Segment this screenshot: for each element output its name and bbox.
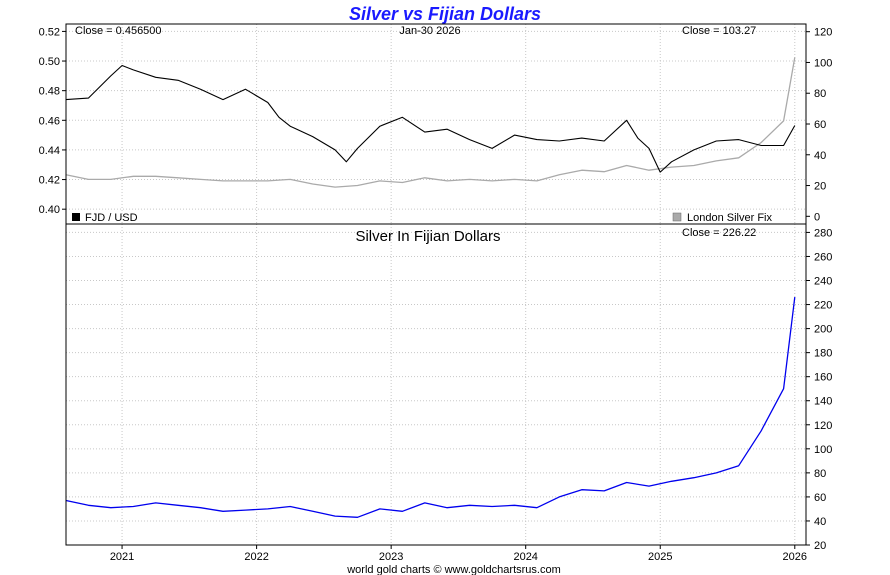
x-tick-label: 2022: [244, 551, 268, 563]
bottom-right-tick-label: 280: [814, 227, 832, 239]
bottom-right-tick-label: 260: [814, 251, 832, 263]
top-left-tick-label: 0.46: [39, 115, 60, 127]
bottom-right-tick-label: 200: [814, 324, 832, 336]
bottom-right-tick-label: 220: [814, 300, 832, 312]
bottom-close: Close = 226.22: [682, 227, 756, 239]
top-right-tick-label: 0: [814, 211, 820, 223]
top-right-tick-label: 80: [814, 88, 826, 100]
bottom-right-tick-label: 40: [814, 516, 826, 528]
x-axis: 2021 2022 2023 2024 2025 2026: [110, 545, 807, 563]
top-right-tick-label: 40: [814, 150, 826, 162]
legend-fjd-label: FJD / USD: [85, 212, 138, 224]
x-tick-label: 2026: [783, 551, 807, 563]
legend-silver-label: London Silver Fix: [687, 212, 772, 224]
top-left-tick-label: 0.50: [39, 56, 60, 68]
top-left-tick-label: 0.48: [39, 86, 60, 98]
top-left-tick-label: 0.42: [39, 175, 60, 187]
top-left-tick-label: 0.44: [39, 145, 60, 157]
chart-title: Silver vs Fijian Dollars: [349, 4, 541, 24]
bottom-panel-frame: [65, 223, 807, 546]
footer-credit: world gold charts © www.goldchartsrus.co…: [346, 564, 561, 575]
bottom-right-tick-label: 100: [814, 444, 832, 456]
bottom-right-tick-label: 120: [814, 420, 832, 432]
bottom-subtitle: Silver In Fijian Dollars: [355, 228, 500, 245]
top-date: Jan-30 2026: [399, 25, 460, 37]
bottom-right-tick-label: 240: [814, 276, 832, 288]
series-line-fjd-usd: [65, 64, 796, 173]
bottom-right-tick-label: 180: [814, 348, 832, 360]
x-tick-label: 2023: [379, 551, 403, 563]
bottom-gridlines: [66, 224, 806, 546]
bottom-series-group: [65, 297, 796, 518]
top-right-axis: 0 20 40 60 80 100 120: [806, 27, 832, 223]
legend-silver-swatch: [672, 212, 682, 222]
bottom-right-tick-label: 60: [814, 492, 826, 504]
legend-fjd-swatch: [72, 213, 80, 221]
series-line-silver-fjd: [65, 297, 796, 518]
top-right-tick-label: 100: [814, 57, 832, 69]
bottom-right-tick-label: 20: [814, 540, 826, 552]
top-right-tick-label: 60: [814, 119, 826, 131]
bottom-right-tick-label: 80: [814, 468, 826, 480]
top-left-tick-label: 0.40: [39, 204, 60, 216]
series-line-silver-usd: [65, 57, 796, 188]
top-panel-frame: [65, 23, 807, 225]
x-tick-label: 2024: [513, 551, 537, 563]
x-tick-label: 2021: [110, 551, 134, 563]
bottom-right-tick-label: 160: [814, 372, 832, 384]
top-right-tick-label: 120: [814, 27, 832, 39]
bottom-right-axis: 20 40 60 80 100 120 140 160 180 200 220 240 260 280: [806, 227, 832, 552]
top-right-tick-label: 20: [814, 181, 826, 193]
top-close-right: Close = 103.27: [682, 25, 756, 37]
x-tick-label: 2025: [648, 551, 672, 563]
top-series-group: [65, 57, 796, 188]
top-gridlines: [66, 24, 806, 224]
top-left-tick-label: 0.52: [39, 26, 60, 38]
top-close-left: Close = 0.456500: [75, 25, 162, 37]
top-left-axis: 0.40 0.42 0.44 0.46 0.48 0.50 0.52: [39, 26, 66, 216]
bottom-right-tick-label: 140: [814, 396, 832, 408]
